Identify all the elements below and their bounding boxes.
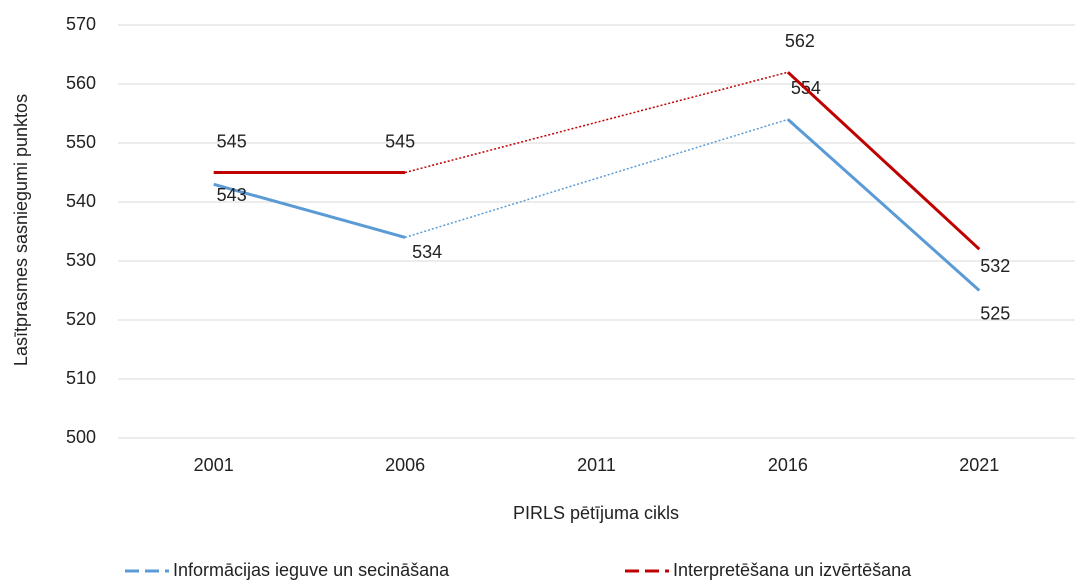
legend-label: Informācijas ieguve un secināšana bbox=[173, 560, 450, 580]
line-series bbox=[786, 118, 981, 292]
x-tick-label: 2011 bbox=[577, 455, 616, 475]
y-tick-label: 530 bbox=[66, 250, 96, 270]
x-tick-label: 2006 bbox=[385, 455, 425, 475]
data-label: 534 bbox=[412, 242, 442, 262]
data-label: 543 bbox=[217, 185, 247, 205]
x-tick-label: 2001 bbox=[194, 455, 234, 475]
y-tick-label: 560 bbox=[66, 73, 96, 93]
y-tick-label: 540 bbox=[66, 191, 96, 211]
gap-bridge bbox=[404, 71, 789, 174]
y-tick-label: 510 bbox=[66, 368, 96, 388]
data-label: 545 bbox=[385, 131, 415, 151]
y-tick-label: 520 bbox=[66, 309, 96, 329]
y-axis-title: Lasītprasmes sasniegumi punktos bbox=[11, 94, 31, 366]
data-label: 532 bbox=[980, 256, 1010, 276]
legend-label: Interpretēšana un izvērtēšana bbox=[673, 560, 912, 580]
y-tick-label: 570 bbox=[66, 14, 96, 34]
y-tick-label: 500 bbox=[66, 427, 96, 447]
data-label: 525 bbox=[980, 303, 1010, 323]
gap-bridge bbox=[404, 118, 789, 239]
x-axis-title: PIRLS pētījuma cikls bbox=[513, 503, 679, 523]
x-tick-label: 2021 bbox=[959, 455, 999, 475]
line-series bbox=[213, 182, 406, 239]
line-series bbox=[786, 71, 981, 251]
data-label: 562 bbox=[785, 31, 815, 51]
data-label: 545 bbox=[217, 131, 247, 151]
x-tick-label: 2016 bbox=[768, 455, 808, 475]
y-tick-label: 550 bbox=[66, 132, 96, 152]
